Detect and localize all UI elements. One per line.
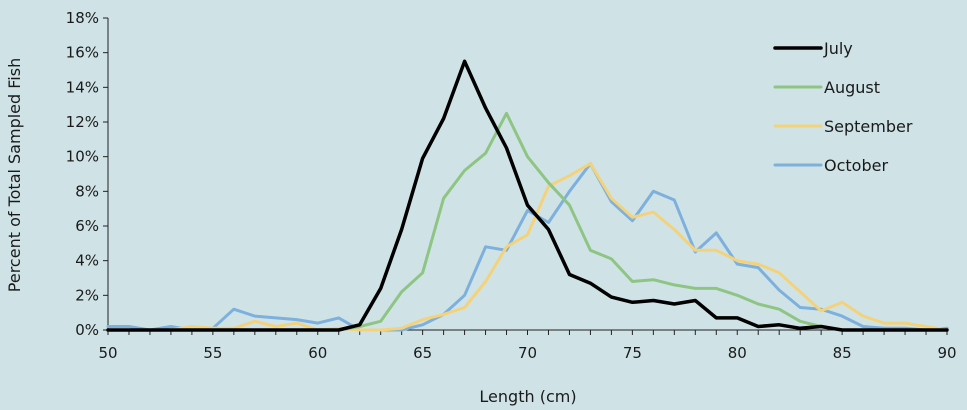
y-tick-label: 12% — [66, 113, 99, 131]
x-tick-label: 80 — [728, 344, 747, 362]
x-tick-label: 60 — [308, 344, 327, 362]
legend-label-july: July — [823, 39, 853, 58]
x-tick-label: 85 — [833, 344, 852, 362]
series-line-october — [106, 162, 949, 332]
x-tick-label: 70 — [518, 344, 537, 362]
x-tick-label: 55 — [203, 344, 222, 362]
axes: 0% 2% 4% 6% 8% 10% 12% 14% 16% 18% 50 55 60 65 70 75 80 8… — [66, 9, 957, 362]
legend-label-september: September — [824, 117, 913, 136]
y-tick-label: 18% — [66, 9, 99, 27]
x-tick-label: 65 — [413, 344, 432, 362]
x-axis-title: Length (cm) — [479, 387, 576, 406]
y-tick-label: 10% — [66, 148, 99, 166]
x-tick-label: 90 — [937, 344, 956, 362]
y-tick-label: 16% — [66, 44, 99, 62]
legend: July August September October — [773, 39, 913, 175]
y-tick-label: 8% — [75, 182, 99, 200]
series-line-august — [106, 111, 949, 332]
x-tick-label: 50 — [98, 344, 117, 362]
legend-label-october: October — [824, 156, 888, 175]
y-tick-label: 2% — [75, 286, 99, 304]
y-axis-title: Percent of Total Sampled Fish — [5, 58, 24, 292]
series-layer — [106, 59, 949, 332]
x-tick-label: 75 — [623, 344, 642, 362]
series-line-september — [106, 162, 949, 332]
y-tick-label: 6% — [75, 217, 99, 235]
legend-label-august: August — [824, 78, 880, 97]
y-tick-label: 14% — [66, 78, 99, 96]
y-tick-label: 0% — [75, 321, 99, 339]
y-tick-label: 4% — [75, 252, 99, 270]
series-line-july — [106, 59, 949, 332]
